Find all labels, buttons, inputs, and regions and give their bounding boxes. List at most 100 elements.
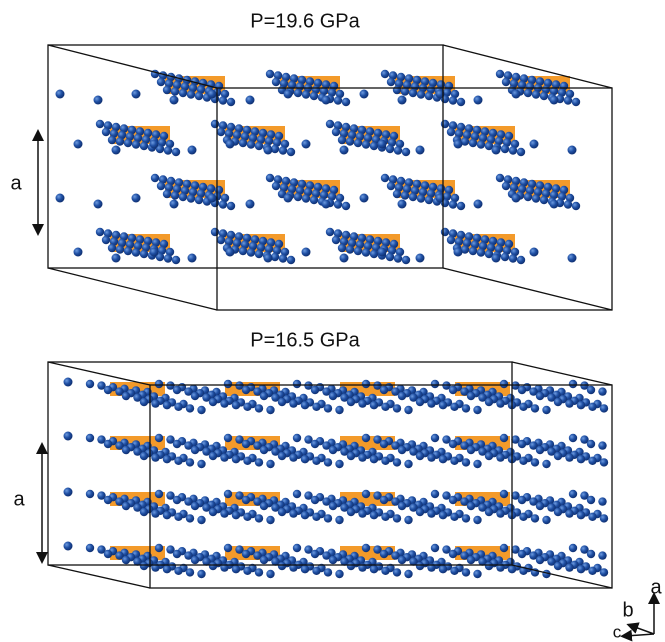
atom xyxy=(494,136,504,146)
atom xyxy=(361,248,371,257)
atom xyxy=(442,435,451,444)
atom xyxy=(517,549,527,559)
atom xyxy=(392,458,402,467)
atom xyxy=(256,243,266,252)
atom xyxy=(250,235,260,244)
atom xyxy=(428,78,438,88)
atom xyxy=(598,551,607,560)
atom xyxy=(263,145,273,155)
atom xyxy=(253,441,262,450)
atom xyxy=(190,501,200,511)
atom xyxy=(576,511,586,520)
atom xyxy=(321,80,331,89)
atom xyxy=(259,391,269,401)
atom xyxy=(194,195,204,205)
atom xyxy=(391,441,400,450)
atom xyxy=(246,248,256,257)
atom xyxy=(373,236,383,246)
atom xyxy=(346,451,356,461)
atom xyxy=(549,199,559,209)
atom xyxy=(158,175,168,184)
atom xyxy=(208,451,218,461)
atom xyxy=(226,230,236,240)
atom xyxy=(103,121,113,130)
atom xyxy=(121,501,131,511)
atom xyxy=(427,509,436,518)
atom xyxy=(305,181,315,190)
atom xyxy=(241,385,251,395)
atom xyxy=(369,455,379,464)
atom xyxy=(286,255,296,265)
atom xyxy=(567,253,577,263)
atom xyxy=(460,497,469,506)
atom xyxy=(450,402,459,411)
atom xyxy=(171,255,181,265)
atom xyxy=(440,227,450,237)
atom xyxy=(238,246,248,256)
atom xyxy=(576,455,586,464)
atom xyxy=(519,402,528,411)
atom xyxy=(401,255,411,265)
atom xyxy=(164,183,174,192)
atom xyxy=(242,125,252,135)
atom xyxy=(535,77,545,86)
atom xyxy=(460,387,469,396)
atom xyxy=(327,88,337,97)
atom xyxy=(154,489,164,499)
atom xyxy=(361,140,371,149)
atom xyxy=(494,244,504,254)
atom xyxy=(156,181,166,191)
atom xyxy=(415,253,425,263)
atom xyxy=(461,514,471,523)
atom xyxy=(501,77,511,87)
atom xyxy=(461,404,471,413)
atom xyxy=(345,245,355,254)
atom xyxy=(165,247,175,257)
atom xyxy=(361,379,371,389)
atom xyxy=(225,247,235,257)
atom xyxy=(539,91,549,101)
atom xyxy=(461,568,471,577)
atom xyxy=(281,72,291,82)
atom xyxy=(187,145,197,155)
atom xyxy=(259,501,269,511)
atom xyxy=(392,85,402,95)
atom xyxy=(395,247,405,257)
atom xyxy=(121,391,131,401)
atom xyxy=(401,147,411,157)
atom xyxy=(420,181,430,190)
atom xyxy=(496,509,505,518)
atom xyxy=(402,184,412,194)
atom xyxy=(73,247,83,257)
atom xyxy=(347,238,357,248)
atom xyxy=(289,399,298,408)
atom xyxy=(151,509,160,518)
atom xyxy=(408,88,418,98)
atom xyxy=(111,230,121,240)
atom xyxy=(103,439,113,449)
atom xyxy=(220,399,229,408)
atom xyxy=(117,238,127,248)
atom xyxy=(259,555,269,565)
atom xyxy=(446,127,456,137)
atom xyxy=(198,182,208,192)
atom xyxy=(478,557,487,566)
atom xyxy=(166,545,175,554)
atom xyxy=(265,69,275,79)
atom xyxy=(381,238,391,247)
atom xyxy=(340,393,349,402)
atom xyxy=(149,139,159,149)
atom xyxy=(393,254,403,263)
atom xyxy=(310,439,320,449)
atom xyxy=(438,511,448,520)
atom xyxy=(266,130,276,139)
atom xyxy=(109,129,119,138)
atom xyxy=(289,178,299,187)
atom xyxy=(379,385,389,395)
atom xyxy=(309,195,319,205)
atom xyxy=(369,565,379,574)
atom xyxy=(292,433,302,443)
atom xyxy=(271,503,280,512)
atom xyxy=(454,129,464,138)
atom xyxy=(109,237,119,246)
